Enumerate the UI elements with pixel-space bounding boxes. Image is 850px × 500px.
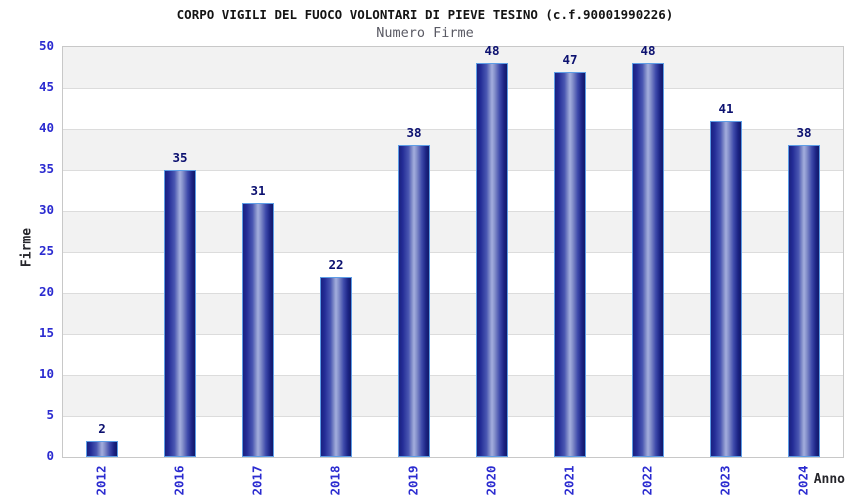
bar-value-label: 2 [98, 420, 106, 436]
y-tick-label: 50 [38, 38, 54, 53]
plot-area: 2 35 31 22 38 48 47 48 41 38 [62, 43, 844, 458]
x-tick-text: 2022 [639, 464, 655, 496]
x-tick-label: 2022 [608, 461, 686, 499]
bar [632, 63, 664, 457]
bar-value-label: 47 [562, 51, 578, 67]
y-tick-label: 35 [38, 161, 54, 176]
bar [164, 170, 196, 457]
y-tick-label: 0 [46, 448, 54, 463]
x-tick-text: 2016 [171, 464, 187, 496]
y-tick-label: 40 [38, 120, 54, 135]
x-tick-label: 2021 [530, 461, 608, 499]
gridline [63, 88, 843, 89]
x-tick-label: 2016 [140, 461, 218, 499]
y-tick-label: 25 [38, 243, 54, 258]
chart-title: CORPO VIGILI DEL FUOCO VOLONTARI DI PIEV… [176, 7, 674, 22]
x-axis-title: Anno [813, 472, 845, 487]
gridline [63, 170, 843, 171]
grid-band [63, 47, 843, 88]
x-tick-label: 2018 [296, 461, 374, 499]
bar-value-label: 35 [172, 150, 188, 165]
y-tick-label: 30 [38, 202, 54, 217]
bar [320, 276, 352, 457]
bar [242, 202, 274, 457]
y-tick-label: 15 [38, 325, 54, 340]
bar [398, 145, 430, 457]
x-tick-text: 2019 [405, 464, 421, 496]
chart-subtitle: Numero Firme [376, 25, 474, 41]
bar [788, 145, 820, 457]
y-tick-label: 10 [38, 366, 54, 381]
gridline [63, 334, 843, 335]
gridline [63, 375, 843, 376]
bar [710, 120, 742, 457]
x-tick-text: 2021 [561, 464, 577, 496]
x-tick-text: 2023 [717, 464, 733, 496]
x-tick-text: 2017 [249, 464, 265, 496]
y-tick-label: 20 [38, 284, 54, 299]
gridline [63, 252, 843, 253]
bar-value-label: 38 [406, 125, 422, 141]
x-tick-label: 2023 [686, 461, 764, 499]
x-tick-label: 2017 [218, 461, 296, 499]
bar [86, 440, 118, 457]
y-tick-label: 5 [46, 407, 54, 422]
gridline [63, 416, 843, 417]
bar-value-label: 31 [250, 182, 266, 198]
bar-value-label: 38 [796, 125, 812, 141]
x-tick-label: 2012 [62, 461, 140, 499]
bar-value-label: 22 [328, 256, 344, 272]
x-tick-text: 2012 [93, 464, 109, 496]
gridline [63, 293, 843, 294]
x-tick-text: 2020 [483, 464, 499, 496]
bar [476, 63, 508, 457]
bar-value-label: 48 [484, 43, 500, 59]
gridline [63, 129, 843, 130]
bar-value-label: 48 [640, 43, 656, 59]
bar-value-label: 41 [718, 100, 734, 116]
gridline [63, 211, 843, 212]
y-tick-label: 45 [38, 79, 54, 94]
x-tick-text: 2018 [327, 464, 343, 496]
x-tick-label: 2020 [452, 461, 530, 499]
bar [554, 71, 586, 457]
x-tick-label: 2019 [374, 461, 452, 499]
